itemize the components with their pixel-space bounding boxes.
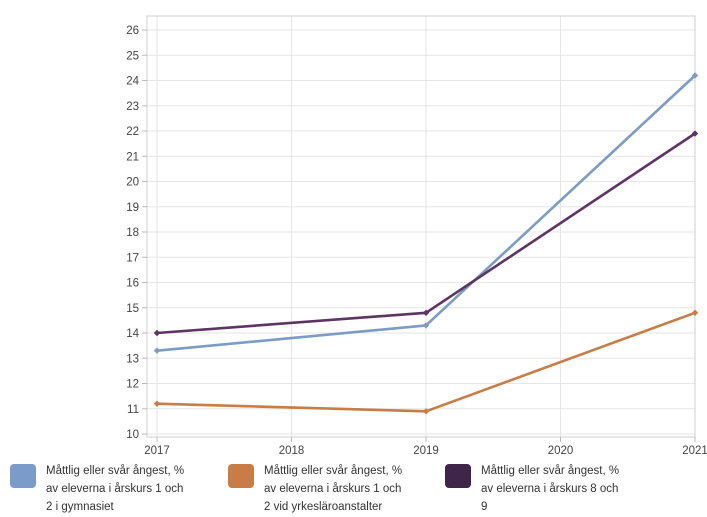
legend: Måttlig eller svår ångest, % av eleverna… [0,462,707,517]
x-axis: 2017 2018 2019 2020 2021 [144,437,707,457]
legend-item-arskurs-8-9[interactable]: Måttlig eller svår ångest, % av eleverna… [445,462,619,516]
y-axis: 10 11 12 13 14 15 16 17 18 19 20 21 22 23 24 25 26 [126,25,147,441]
data-point [153,400,161,407]
data-point [153,329,161,337]
legend-label-line: 9 [481,501,488,513]
x-tick-label: 2021 [682,445,707,457]
data-point [153,347,161,354]
x-tick-label: 2017 [144,445,170,457]
series-0 [153,72,699,354]
y-tick-label: 15 [126,303,139,315]
data-point [422,322,430,329]
grid [147,16,696,437]
data-point [422,309,430,316]
data-point [422,408,430,415]
legend-label-line: Måttlig eller svår ångest, % [264,465,403,477]
y-tick-label: 18 [126,227,139,239]
y-tick-label: 26 [126,25,139,37]
y-tick-label: 24 [126,76,139,88]
legend-label-line: 2 i gymnasiet [46,501,114,513]
legend-label: Måttlig eller svår ångest, % av eleverna… [264,462,402,516]
legend-label-line: av eleverna i årskurs 8 och [481,483,619,495]
y-tick-label: 21 [126,151,139,163]
legend-swatch [10,464,36,488]
y-tick-label: 20 [126,177,139,189]
legend-item-yrkesläroanstalter[interactable]: Måttlig eller svår ångest, % av eleverna… [228,462,402,516]
plot-frame [146,15,696,438]
y-tick-label: 13 [126,353,139,365]
y-tick-label: 19 [126,202,139,214]
y-tick-label: 23 [126,101,139,113]
y-tick-label: 25 [126,50,139,62]
y-tick-label: 11 [127,404,139,416]
y-tick-label: 22 [126,126,139,138]
legend-label-line: Måttlig eller svår ångest, % [481,465,620,477]
data-point [691,309,699,316]
x-tick-label: 2018 [279,445,305,457]
legend-item-gymnasiet[interactable]: Måttlig eller svår ångest, % av eleverna… [10,462,184,516]
series-1 [153,309,699,415]
legend-swatch [445,464,471,488]
y-tick-label: 17 [126,252,139,264]
data-point [691,130,699,137]
y-tick-label: 14 [126,328,139,340]
legend-label-line: Måttlig eller svår ångest, % [46,465,185,477]
legend-label-line: 2 vid yrkesläroanstalter [264,501,383,513]
y-tick-label: 12 [126,379,139,391]
series-group [153,72,699,415]
y-tick-label: 16 [126,278,139,290]
x-tick-label: 2019 [413,445,439,457]
data-point [691,72,699,79]
legend-label: Måttlig eller svår ångest, % av eleverna… [481,462,619,516]
series-2 [153,130,699,337]
x-tick-label: 2020 [548,445,574,457]
legend-label-line: av eleverna i årskurs 1 och [264,483,402,495]
legend-swatch [228,464,254,488]
legend-label-line: av eleverna i årskurs 1 och [46,483,184,495]
y-tick-label: 10 [126,429,139,441]
legend-label: Måttlig eller svår ångest, % av eleverna… [46,462,184,516]
